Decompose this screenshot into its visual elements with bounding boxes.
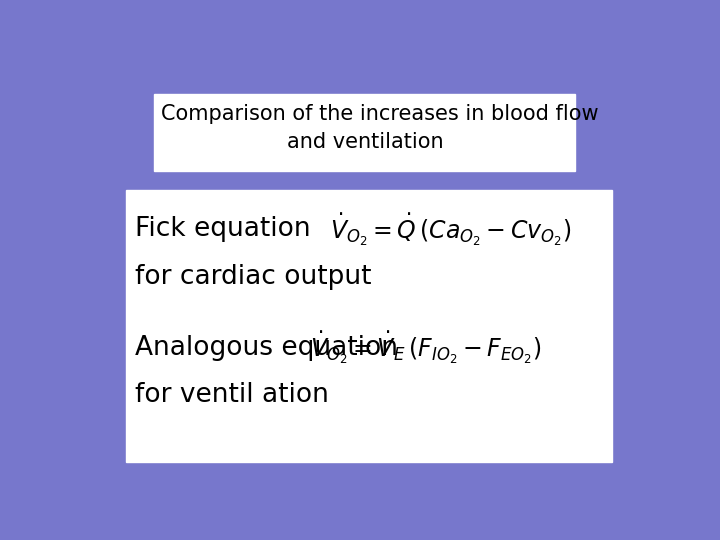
Text: Comparison of the increases in blood flow: Comparison of the increases in blood flo… [161,104,598,124]
Text: for cardiac output: for cardiac output [135,264,371,290]
Text: $\dot{V}_{O_2} = \dot{V}_E\,(F_{IO_2} - F_{EO_2})$: $\dot{V}_{O_2} = \dot{V}_E\,(F_{IO_2} - … [310,329,541,366]
Text: and ventilation: and ventilation [287,132,443,152]
FancyBboxPatch shape [154,94,575,171]
Text: Analogous equation: Analogous equation [135,334,397,361]
Text: for ventil ation: for ventil ation [135,382,328,408]
FancyBboxPatch shape [126,190,612,462]
Text: $\dot{V}_{O_2} = \dot{Q}\,(Ca_{O_2} - Cv_{O_2})$: $\dot{V}_{O_2} = \dot{Q}\,(Ca_{O_2} - Cv… [330,211,571,247]
Text: Fick equation: Fick equation [135,216,310,242]
